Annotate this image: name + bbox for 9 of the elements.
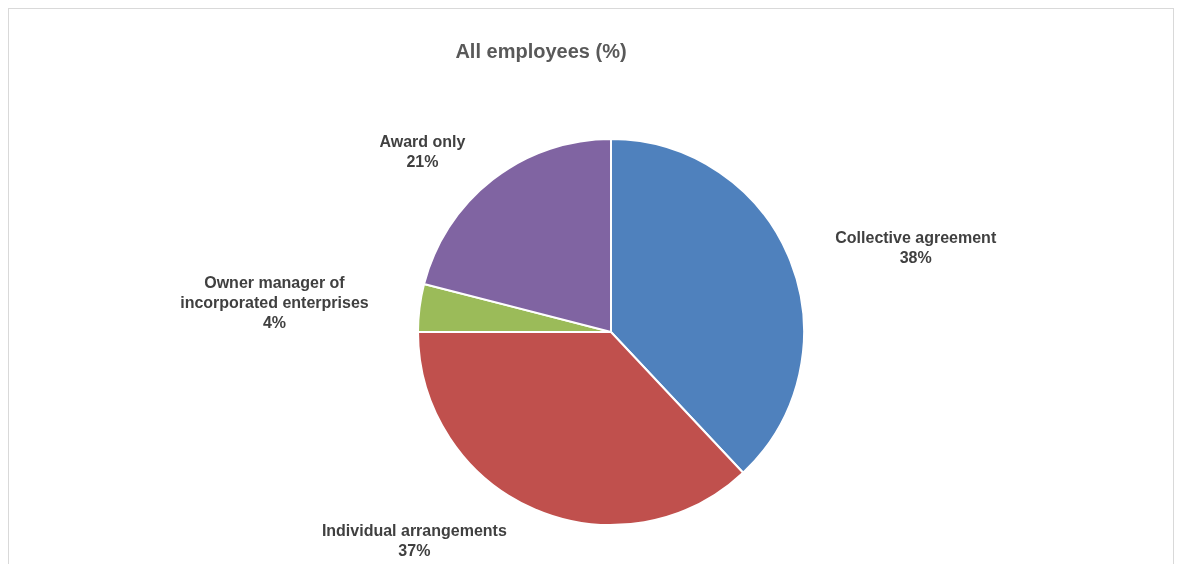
data-label: 21% <box>406 153 439 171</box>
chart-title: All employees (%) <box>455 40 627 62</box>
data-label: 38% <box>899 249 932 267</box>
slice-label: Owner manager of incorporated enterprises <box>180 274 369 312</box>
data-label: 37% <box>398 542 431 560</box>
data-label: 4% <box>262 314 287 332</box>
slice-label: Individual arrangements <box>321 522 507 540</box>
slice-label: Award only <box>379 133 466 151</box>
slice-label: Collective agreement <box>835 229 997 247</box>
